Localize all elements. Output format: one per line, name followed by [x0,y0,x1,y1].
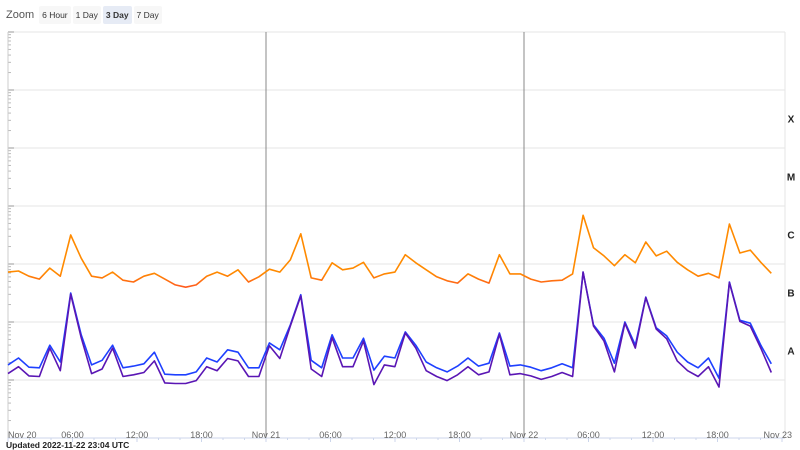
x-tick-label: Nov 23 [763,430,792,440]
class-label-b: B [787,289,794,300]
x-tick-label: 12:00 [384,430,407,440]
axes: Nov 20 06:00 12:00 18:00 Nov 21 06:00 12:00 18:… [7,31,792,442]
updated-timestamp: Updated 2022-11-22 23:04 UTC [6,440,130,450]
zoom-label: Zoom [6,9,35,21]
zoom-7-day-button[interactable]: 7 Day [133,6,162,24]
class-labels: X M C B A [787,115,795,358]
class-label-a: A [787,347,794,358]
x-tick-label: 18:00 [706,430,729,440]
x-tick-label: 06:00 [319,430,342,440]
zoom-1-day-button[interactable]: 1 Day [72,6,101,24]
zoom-3-day-button[interactable]: 3 Day [102,6,132,24]
x-tick-label: Nov 20 [8,430,37,440]
x-tick-label: Nov 22 [510,430,539,440]
x-tick-label: 06:00 [577,430,600,440]
class-label-m: M [787,173,795,184]
class-label-c: C [787,231,794,242]
x-tick-label: 12:00 [126,430,149,440]
zoom-selector: Zoom 6 Hour 1 Day 3 Day 7 Day [6,6,162,24]
grid [8,31,785,439]
class-label-x: X [788,115,795,126]
x-tick-label: 06:00 [61,430,84,440]
x-tick-label: 12:00 [642,430,665,440]
series-line-short-a [7,271,772,380]
series-line-short-b [7,271,773,388]
x-tick-label: 18:00 [190,430,213,440]
zoom-6-hour-button[interactable]: 6 Hour [39,6,71,24]
x-tick-label: Nov 21 [252,430,281,440]
series-line-long [7,214,772,289]
series-lines [7,214,773,388]
x-tick-label: 18:00 [448,430,471,440]
